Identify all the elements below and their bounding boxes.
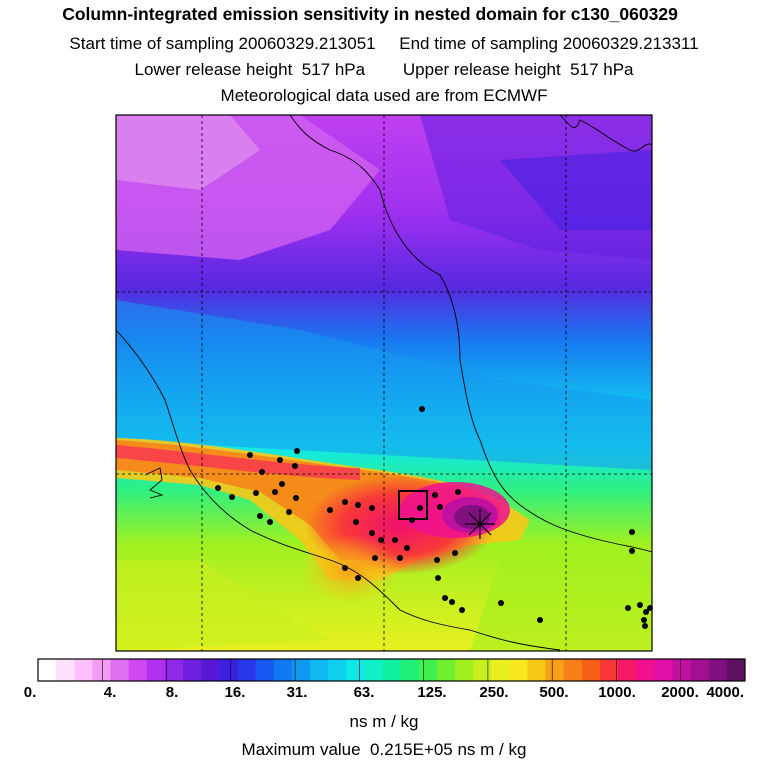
upper-height: Upper release height 517 hPa	[402, 60, 634, 79]
colorbar-cell	[473, 659, 492, 681]
colorbar-cell	[382, 659, 402, 681]
start-time: Start time of sampling 20060329.213051	[69, 34, 376, 53]
colorbar-cell	[56, 659, 75, 681]
colorbar-cell	[328, 659, 347, 681]
colorbar-cell	[726, 659, 746, 681]
colorbar-tick-label: 4000.	[706, 684, 744, 701]
colorbar-cell	[38, 659, 57, 681]
colorbar-cell	[491, 659, 510, 681]
colorbar-cell	[527, 659, 547, 681]
colorbar-cell	[110, 659, 130, 681]
colorbar-cell	[92, 659, 112, 681]
colorbar-tick-label: 63.	[354, 684, 375, 701]
coastlines	[116, 115, 652, 651]
colorbar-cell	[291, 659, 311, 681]
colorbar-cell	[599, 659, 619, 681]
colorbar-tick-label: 8.	[166, 684, 179, 701]
colorbar-cell	[255, 659, 275, 681]
end-time: End time of sampling 20060329.213311	[399, 34, 699, 53]
colorbar-tick-label: 0.	[24, 684, 37, 701]
station-dots	[215, 406, 653, 629]
colorbar-cell	[418, 659, 438, 681]
colorbar-cell	[219, 659, 238, 681]
colorbar-cell	[690, 659, 710, 681]
sampling-times: Start time of sampling 20060329.213051 E…	[0, 34, 768, 54]
colorbar-cell	[273, 659, 293, 681]
colorbar-cell	[364, 659, 383, 681]
colorbar-cell	[237, 659, 257, 681]
colorbar-cell	[545, 659, 565, 681]
colorbar-cell	[708, 659, 728, 681]
maximum-value-text: Maximum value 0.215E+05 ns m / kg	[241, 740, 527, 759]
lower-height: Lower release height 517 hPa	[134, 60, 366, 79]
colorbar-cell	[509, 659, 528, 681]
colorbar-cell	[672, 659, 692, 681]
colorbar-tick-label: 2000.	[661, 684, 699, 701]
colorbar-tick-label: 125.	[417, 684, 446, 701]
release-star-marker	[465, 509, 495, 539]
colorbar-cell	[201, 659, 220, 681]
chart-title: Column-integrated emission sensitivity i…	[62, 4, 678, 24]
sensitivity-field	[116, 115, 652, 651]
colorbar-tick-label: 250.	[479, 684, 508, 701]
colorbar-tick-label: 16.	[225, 684, 246, 701]
colorbar-units-label: ns m / kg	[349, 712, 419, 731]
colorbar-tick-label: 500.	[539, 684, 568, 701]
met-data-line: Meteorological data used are from ECMWF	[220, 86, 548, 105]
colorbar-cell	[454, 659, 474, 681]
colorbar-cell	[183, 659, 202, 681]
colorbar-tick-label: 31.	[287, 684, 308, 701]
colorbar-cell	[654, 659, 673, 681]
colorbar-cell	[618, 659, 637, 681]
colorbar-cell	[400, 659, 420, 681]
colorbar-cell	[436, 659, 456, 681]
colorbar-cell	[563, 659, 583, 681]
colorbar-cell	[74, 659, 93, 681]
map-frame	[115, 114, 653, 652]
colorbar-tick-label: 1000.	[598, 684, 636, 701]
colorbar-tick-label: 4.	[104, 684, 117, 701]
colorbar-cell	[164, 659, 184, 681]
colorbar	[37, 658, 746, 682]
colorbar-cell	[128, 659, 148, 681]
grid	[116, 115, 652, 651]
release-box	[398, 490, 428, 520]
colorbar-cell	[146, 659, 166, 681]
colorbar-cell	[309, 659, 329, 681]
colorbar-tick-labels: 0. 4. 8. 16. 31. 63. 125. 250. 500. 1000. 2000. 400…	[24, 684, 744, 701]
colorbar-cell	[346, 659, 365, 681]
colorbar-cell	[636, 659, 655, 681]
release-heights: Lower release height 517 hPa Upper relea…	[0, 60, 768, 80]
colorbar-cell	[581, 659, 601, 681]
